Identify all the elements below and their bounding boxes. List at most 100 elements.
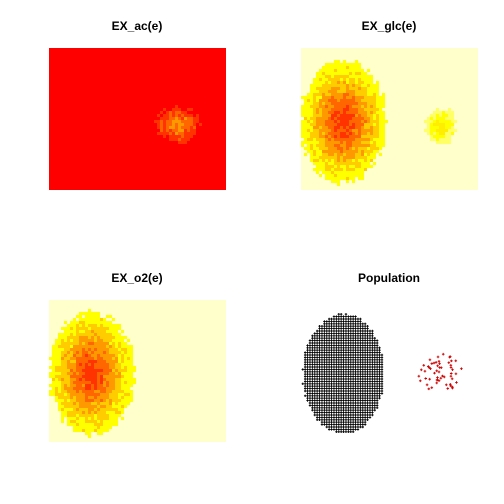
- heatmap-cell: [439, 117, 442, 120]
- scatter-point: [335, 394, 338, 397]
- scatter-point: [339, 334, 343, 337]
- heatmap-cell: [304, 108, 307, 111]
- heatmap-cell: [334, 135, 337, 138]
- heatmap-cell: [352, 156, 355, 159]
- heatmap-cell: [328, 87, 331, 90]
- heatmap-cell: [127, 384, 130, 387]
- heatmap-cell: [67, 405, 70, 408]
- scatter-point: [347, 361, 350, 364]
- scatter-point: [380, 370, 384, 373]
- scatter-point: [320, 325, 324, 328]
- scatter-point: [363, 401, 367, 405]
- heatmap-cell: [304, 96, 307, 99]
- heatmap-cell: [118, 351, 121, 354]
- scatter-point: [320, 382, 324, 385]
- heatmap-cell: [88, 339, 91, 342]
- heatmap-cell: [349, 117, 352, 120]
- heatmap-cell: [67, 417, 70, 420]
- scatter-point: [325, 416, 328, 419]
- scatter-point: [373, 358, 376, 361]
- heatmap-cell: [85, 426, 88, 429]
- heatmap-cell: [88, 324, 91, 327]
- scatter-point: [361, 337, 364, 340]
- heatmap-cell: [163, 135, 166, 138]
- heatmap-cell: [352, 165, 355, 168]
- heatmap-cell: [76, 348, 79, 351]
- scatter-point: [354, 416, 357, 419]
- heatmap-cell: [331, 138, 334, 141]
- heatmap-cell: [328, 150, 331, 153]
- scatter-point: [308, 339, 312, 342]
- scatter-point: [375, 344, 379, 347]
- heatmap-cell: [334, 126, 337, 129]
- heatmap-cell: [337, 171, 340, 174]
- heatmap-cell: [325, 147, 328, 150]
- scatter-point: [315, 409, 319, 412]
- heatmap-cell: [82, 327, 85, 330]
- heatmap-cell: [100, 378, 103, 381]
- heatmap-cell: [376, 126, 379, 129]
- heatmap-cell: [322, 126, 325, 129]
- scatter-point: [320, 397, 324, 400]
- scatter-point: [308, 382, 312, 385]
- scatter-point: [378, 392, 381, 395]
- heatmap-cell: [373, 126, 376, 129]
- scatter-point: [347, 349, 350, 352]
- scatter-point: [354, 353, 357, 357]
- scatter-point: [363, 389, 367, 393]
- heatmap-cell: [61, 414, 64, 417]
- heatmap-cell: [79, 339, 82, 342]
- heatmap-cell: [118, 363, 121, 366]
- heatmap-cell: [346, 129, 349, 132]
- heatmap-cell: [73, 333, 76, 336]
- heatmap-cell: [307, 129, 310, 132]
- scatter-point: [349, 341, 352, 345]
- heatmap-cell: [316, 84, 319, 87]
- heatmap-cell: [70, 354, 73, 357]
- scatter-point: [301, 382, 304, 385]
- heatmap-cell: [112, 348, 115, 351]
- heatmap-cell: [64, 387, 67, 390]
- scatter-point: [337, 313, 340, 316]
- heatmap-cell: [115, 375, 118, 378]
- heatmap-cell: [334, 174, 337, 177]
- scatter-point: [337, 334, 340, 337]
- scatter-point: [306, 387, 309, 390]
- heatmap-cell: [307, 99, 310, 102]
- scatter-point: [423, 369, 427, 373]
- heatmap-cell: [169, 117, 172, 120]
- heatmap-cell: [313, 135, 316, 138]
- scatter-point: [337, 373, 340, 376]
- heatmap-cell: [121, 348, 124, 351]
- scatter-point: [363, 387, 367, 390]
- heatmap-cell: [355, 162, 358, 165]
- scatter-point: [361, 358, 364, 361]
- scatter-point: [430, 362, 434, 365]
- scatter-point: [330, 387, 333, 390]
- scatter-point: [318, 339, 321, 342]
- scatter-point: [335, 409, 338, 412]
- scatter-point: [332, 387, 336, 390]
- scatter-point: [342, 409, 345, 412]
- heatmap-cell: [121, 402, 124, 405]
- scatter-point: [351, 428, 355, 431]
- scatter-point: [344, 413, 348, 417]
- scatter-point: [318, 416, 321, 419]
- heatmap-cell: [376, 111, 379, 114]
- heatmap-cell: [310, 129, 313, 132]
- heatmap-cell: [100, 390, 103, 393]
- scatter-point: [378, 389, 381, 393]
- heatmap-cell: [361, 87, 364, 90]
- scatter-point: [436, 364, 439, 368]
- scatter-point: [337, 317, 340, 321]
- heatmap-cell: [340, 126, 343, 129]
- heatmap-cell: [358, 96, 361, 99]
- scatter-point: [323, 416, 326, 419]
- heatmap-cell: [94, 333, 97, 336]
- heatmap-cell: [103, 405, 106, 408]
- scatter-point: [330, 389, 333, 393]
- scatter-point: [433, 371, 436, 375]
- scatter-point: [344, 351, 348, 354]
- scatter-point: [311, 363, 314, 366]
- heatmap-cell: [115, 399, 118, 402]
